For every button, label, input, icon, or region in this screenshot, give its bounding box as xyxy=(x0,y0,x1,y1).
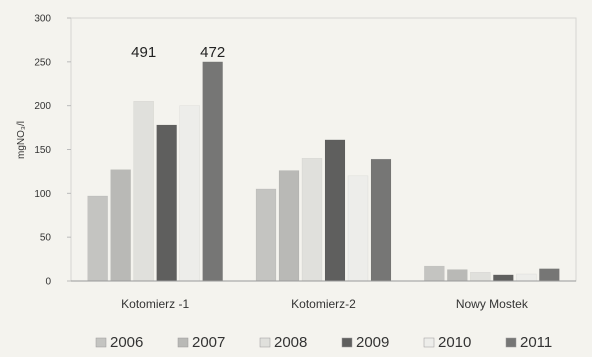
y-tick-label: 250 xyxy=(34,57,51,68)
y-tick-label: 200 xyxy=(34,101,51,112)
bar-2009-2 xyxy=(493,274,514,282)
bar-2006-0 xyxy=(87,195,108,282)
data-label: 491 xyxy=(131,44,156,61)
legend-swatch-2009 xyxy=(341,337,353,348)
bar-2007-2 xyxy=(447,269,468,282)
y-axis-label: mgNO₃/l xyxy=(16,121,27,159)
legend-label: 2010 xyxy=(438,334,471,351)
bar-2011-0 xyxy=(202,61,223,282)
x-tick-label: Kotomierz -1 xyxy=(121,297,189,311)
bar-2010-0 xyxy=(179,105,200,282)
bar-2009-0 xyxy=(156,124,177,282)
legend-swatch-2006 xyxy=(95,337,107,348)
bar-2007-0 xyxy=(110,169,131,282)
bar-2009-1 xyxy=(324,139,346,282)
y-tick-label: 50 xyxy=(40,233,52,244)
bar-2008-0 xyxy=(133,101,154,282)
legend-label: 2007 xyxy=(192,334,225,351)
data-labels: 491 472 xyxy=(131,44,225,61)
x-tick-label: Kotomierz-2 xyxy=(291,297,356,311)
data-label: 472 xyxy=(200,44,225,61)
legend-swatch-2010 xyxy=(423,337,435,348)
legend-label: 2009 xyxy=(356,334,389,351)
bar-2008-2 xyxy=(470,271,491,282)
legend-label: 2006 xyxy=(110,334,143,351)
legend-swatch-2011 xyxy=(505,337,517,348)
legend-label: 2011 xyxy=(520,334,552,351)
bar-2010-1 xyxy=(347,175,369,282)
y-tick-label: 0 xyxy=(45,277,51,288)
bar-2008-1 xyxy=(301,158,323,282)
bar-2006-2 xyxy=(424,265,445,282)
legend-swatch-2007 xyxy=(177,337,189,348)
bar-2006-1 xyxy=(255,188,277,282)
x-tick-label: Nowy Mostek xyxy=(456,297,529,311)
x-axis: Kotomierz -1 Kotomierz-2 Nowy Mostek xyxy=(121,297,529,311)
legend: 2006 2007 2008 2009 2010 2011 xyxy=(95,334,552,351)
legend-label: 2008 xyxy=(274,334,307,351)
bars xyxy=(87,61,560,282)
y-axis: 0 50 100 150 200 250 300 xyxy=(34,14,71,288)
y-tick-label: 300 xyxy=(34,14,51,25)
y-tick-label: 150 xyxy=(34,145,51,156)
y-tick-label: 100 xyxy=(34,189,51,200)
bar-2007-1 xyxy=(278,170,300,282)
bar-2011-2 xyxy=(539,268,560,282)
legend-swatch-2008 xyxy=(259,337,271,348)
bar-2011-1 xyxy=(370,158,392,282)
bar-2010-2 xyxy=(516,273,537,282)
